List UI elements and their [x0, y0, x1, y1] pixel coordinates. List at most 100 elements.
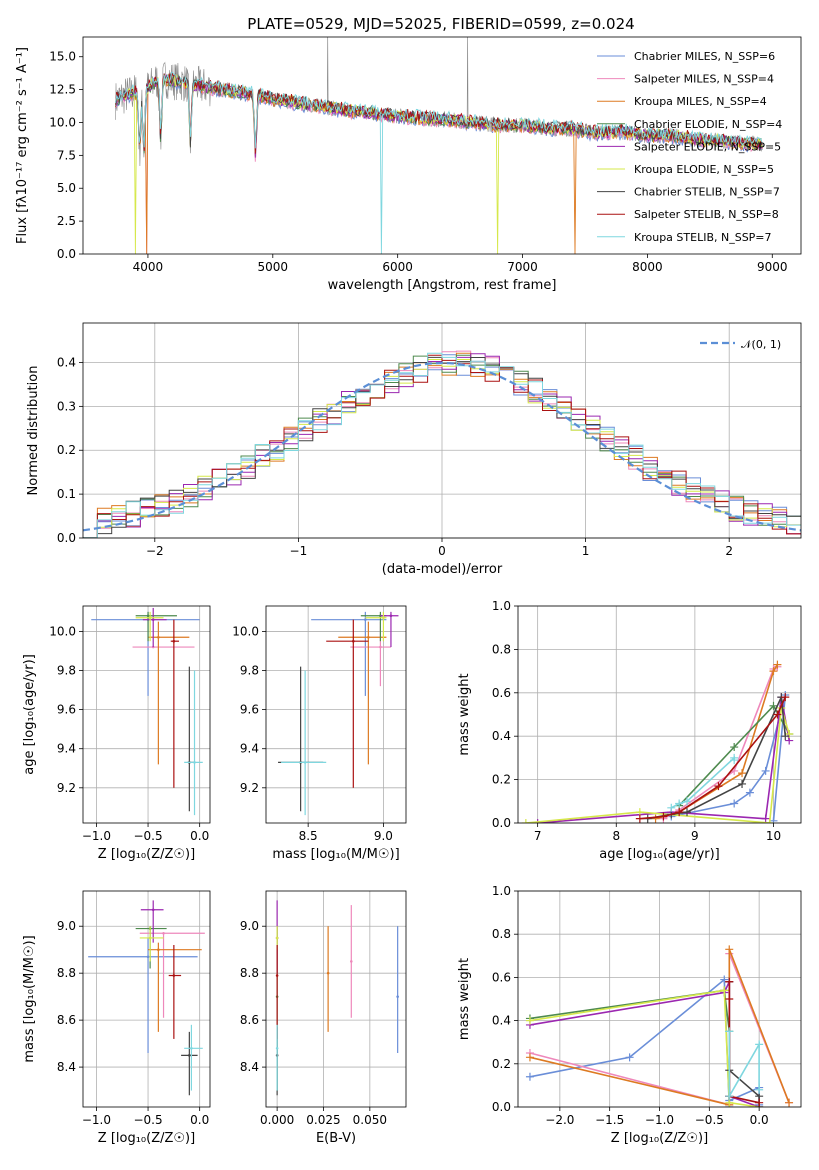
- plus-marker: [745, 788, 754, 797]
- plot-area: [91, 607, 203, 816]
- mass-weight-line: [537, 696, 790, 823]
- plus-marker: [720, 986, 729, 995]
- plus-marker: [755, 1085, 764, 1094]
- y-tick-label: 9.2: [57, 781, 76, 795]
- y-tick-label: 10.0: [232, 624, 259, 638]
- plot-area: [525, 945, 794, 1107]
- data-point: [326, 971, 330, 975]
- x-tick-label: −2.0: [545, 1113, 574, 1127]
- panel-1: 4000 5000 6000 7000 8000 9000 0.0 2.5 5.0 7.5 10.0…: [15, 36, 802, 293]
- data-point: [146, 955, 150, 959]
- data-point: [172, 639, 176, 643]
- plus-marker: [675, 808, 684, 817]
- x-tick-label: 8000: [632, 260, 663, 274]
- y-tick-label: 0.3: [57, 399, 76, 413]
- plus-marker: [667, 803, 676, 812]
- plus-marker: [525, 1053, 534, 1062]
- plus-marker: [769, 701, 778, 710]
- x-tick-label: 1: [582, 544, 590, 558]
- plot-frame: [82, 36, 802, 255]
- plus-marker: [773, 710, 782, 719]
- y-tick-label: 9.8: [57, 664, 76, 678]
- plus-marker: [725, 995, 734, 1003]
- y-tick-label: 10.0: [49, 115, 76, 129]
- data-point: [172, 974, 176, 977]
- y-tick-label: 12.5: [49, 83, 76, 97]
- x-axis-label: mass [log₁₀(M/M☉)]: [272, 847, 399, 862]
- y-tick-label: 0.4: [492, 729, 511, 743]
- y-tick-label: 8.8: [57, 966, 76, 980]
- plus-marker: [761, 814, 770, 823]
- plus-marker: [785, 1098, 794, 1107]
- data-point: [148, 936, 152, 940]
- y-tick-label: 9.8: [240, 664, 259, 678]
- model-spectrum-chabrier-stelib: [115, 73, 763, 149]
- y-tick-label: 0.2: [492, 1057, 511, 1071]
- x-tick-label: −1: [290, 544, 308, 558]
- x-tick-label: 9.0: [374, 829, 393, 843]
- data-point: [275, 974, 279, 977]
- plus-marker: [730, 799, 739, 808]
- y-tick-label: 9.4: [57, 742, 76, 756]
- legend-entry: Kroupa ELODIE, N_SSP=5: [634, 163, 774, 176]
- data-point: [367, 635, 370, 639]
- y-tick-label: 0.0: [492, 816, 511, 830]
- x-tick-label: −2: [146, 544, 164, 558]
- legend-entry: Chabrier MILES, N_SSP=6: [634, 50, 775, 63]
- legend: Chabrier MILES, N_SSP=6 Salpeter MILES, N…: [597, 50, 782, 244]
- x-tick-label: 10: [766, 829, 781, 843]
- plus-marker: [761, 766, 770, 775]
- y-tick-label: 0.8: [492, 642, 511, 656]
- plus-marker: [738, 779, 747, 788]
- data-point: [157, 635, 160, 639]
- panel-6: −1.0 −0.5 0.0 8.4 8.6 8.8 9.0 Z [log₁₀(Z/Z☉)] ma…: [22, 890, 211, 1146]
- y-tick-label: 8.4: [240, 1060, 259, 1074]
- figure-title: PLATE=0529, MJD=52025, FIBERID=0599, z=0…: [247, 15, 634, 33]
- x-tick-label: −1.0: [82, 829, 111, 843]
- x-tick-label: 6000: [382, 260, 413, 274]
- legend-entry: 𝒩(0, 1): [741, 338, 781, 351]
- y-tick-label: 0.0: [57, 531, 76, 545]
- data-point: [379, 645, 382, 649]
- x-tick-label: 7: [534, 829, 542, 843]
- data-point: [151, 908, 155, 912]
- plus-marker: [651, 814, 660, 823]
- y-tick-label: 8.4: [57, 1060, 76, 1074]
- data-point: [190, 1047, 193, 1050]
- plot-frame: [517, 605, 802, 824]
- panel-2: −2 −1 0 1 2 0.0 0.1 0.2 0.3 0.4 (data-model)/error…: [26, 322, 802, 577]
- y-tick-label: 9.6: [240, 703, 259, 717]
- legend-entry: Salpeter STELIB, N_SSP=8: [634, 208, 779, 221]
- plus-marker: [738, 769, 747, 778]
- x-tick-label: 9: [691, 829, 699, 843]
- y-axis-label: age [log₁₀(age/yr)]: [22, 654, 37, 775]
- plus-marker: [725, 945, 734, 954]
- x-tick-label: −1.5: [595, 1113, 624, 1127]
- plus-marker: [659, 812, 668, 821]
- panel-7: 0.000 0.025 0.050 8.4 8.6 8.8 9.0 E(B-V): [240, 890, 407, 1146]
- plus-marker: [769, 667, 778, 676]
- panel-5: 7 8 9 10 0.0 0.2 0.4 0.6 0.8 1.0 age [log₁₀(age/yr…: [457, 599, 802, 862]
- plot-area: [88, 900, 205, 1096]
- plus-marker: [725, 1092, 734, 1101]
- data-point: [303, 761, 307, 764]
- plus-marker: [730, 743, 739, 752]
- data-point: [389, 614, 393, 618]
- data-point: [193, 761, 196, 764]
- x-tick-label: 0.050: [353, 1113, 387, 1127]
- x-tick-label: −1.0: [645, 1113, 674, 1127]
- y-tick-label: 9.6: [57, 703, 76, 717]
- y-axis-label: mass [log₁₀(M/M☉)]: [22, 935, 37, 1062]
- y-tick-label: 0.8: [492, 927, 511, 941]
- y-tick-label: 0.0: [57, 247, 76, 261]
- plot-frame: [265, 890, 407, 1108]
- y-tick-label: 9.0: [57, 919, 76, 933]
- y-tick-label: 9.2: [240, 781, 259, 795]
- plot-frame: [82, 890, 211, 1108]
- data-point: [352, 639, 355, 643]
- plus-marker: [675, 799, 684, 808]
- x-tick-label: 9000: [757, 260, 788, 274]
- plot-area: [275, 900, 399, 1096]
- plus-marker: [625, 1053, 634, 1062]
